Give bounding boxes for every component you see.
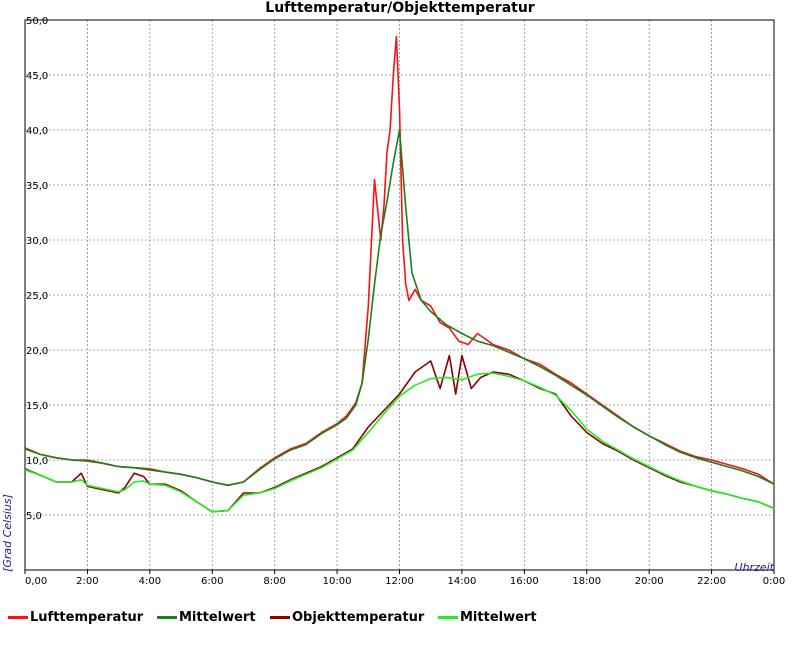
x-tick-label: 14:00 — [448, 576, 477, 587]
axes — [24, 19, 775, 574]
y-tick-label: 20,0 — [26, 346, 48, 357]
x-tick-label: 4:00 — [139, 576, 161, 587]
x-tick-label: 18:00 — [572, 576, 601, 587]
chart-title: Lufttemperatur/Objekttemperatur — [265, 0, 535, 16]
legend-label: Mittelwert — [179, 609, 256, 625]
legend-label: Lufttemperatur — [30, 609, 144, 625]
series-layer — [24, 35, 775, 513]
x-axis-label: Uhrzeit — [735, 561, 775, 574]
plot-frame — [24, 19, 775, 571]
y-tick-label: 5,0 — [26, 511, 42, 522]
series-line-4 — [24, 372, 775, 513]
y-tick-label: 25,0 — [26, 291, 48, 302]
y-tick-label: 10,0 — [26, 456, 48, 467]
x-tick-label: 16:00 — [510, 576, 539, 587]
tick-labels: 5,0 10,0 15,0 20,0 25,0 30,0 35,0 40,0 45,0 50,0 0… — [25, 16, 785, 587]
legend-swatch — [8, 615, 28, 619]
legend-item: Objekttemperatur — [270, 608, 424, 626]
x-tick-label: 2:00 — [76, 576, 98, 587]
y-axis-label: [Grad Celsius] — [1, 494, 14, 572]
x-tick-label: 20:00 — [635, 576, 664, 587]
y-tick-label: 35,0 — [26, 181, 48, 192]
y-tick-label: 40,0 — [26, 126, 48, 137]
series-line-2 — [24, 129, 775, 487]
x-tick-label: 10:00 — [323, 576, 352, 587]
x-tick-label: 22:00 — [697, 576, 726, 587]
x-tick-label: 12:00 — [385, 576, 414, 587]
x-tick-label: 0,00 — [25, 576, 47, 587]
y-tick-label: 30,0 — [26, 236, 48, 247]
legend-label: Objekttemperatur — [292, 609, 425, 625]
legend-label: Mittelwert — [460, 609, 537, 625]
legend: Lufttemperatur Mittelwert Objekttemperatur… — [0, 608, 800, 628]
legend-swatch — [270, 615, 290, 619]
y-tick-label: 15,0 — [26, 401, 48, 412]
legend-item: Lufttemperatur — [8, 608, 143, 626]
x-tick-label: 6:00 — [201, 576, 223, 587]
x-tick-label: 8:00 — [263, 576, 285, 587]
legend-swatch — [157, 615, 177, 619]
legend-swatch — [438, 615, 458, 619]
legend-item: Mittelwert — [438, 608, 537, 626]
series-line-3 — [24, 354, 775, 513]
y-tick-label: 45,0 — [26, 71, 48, 82]
y-tick-label: 50,0 — [26, 16, 48, 27]
x-tick-label: 0:00 — [763, 576, 785, 587]
legend-item: Mittelwert — [157, 608, 256, 626]
